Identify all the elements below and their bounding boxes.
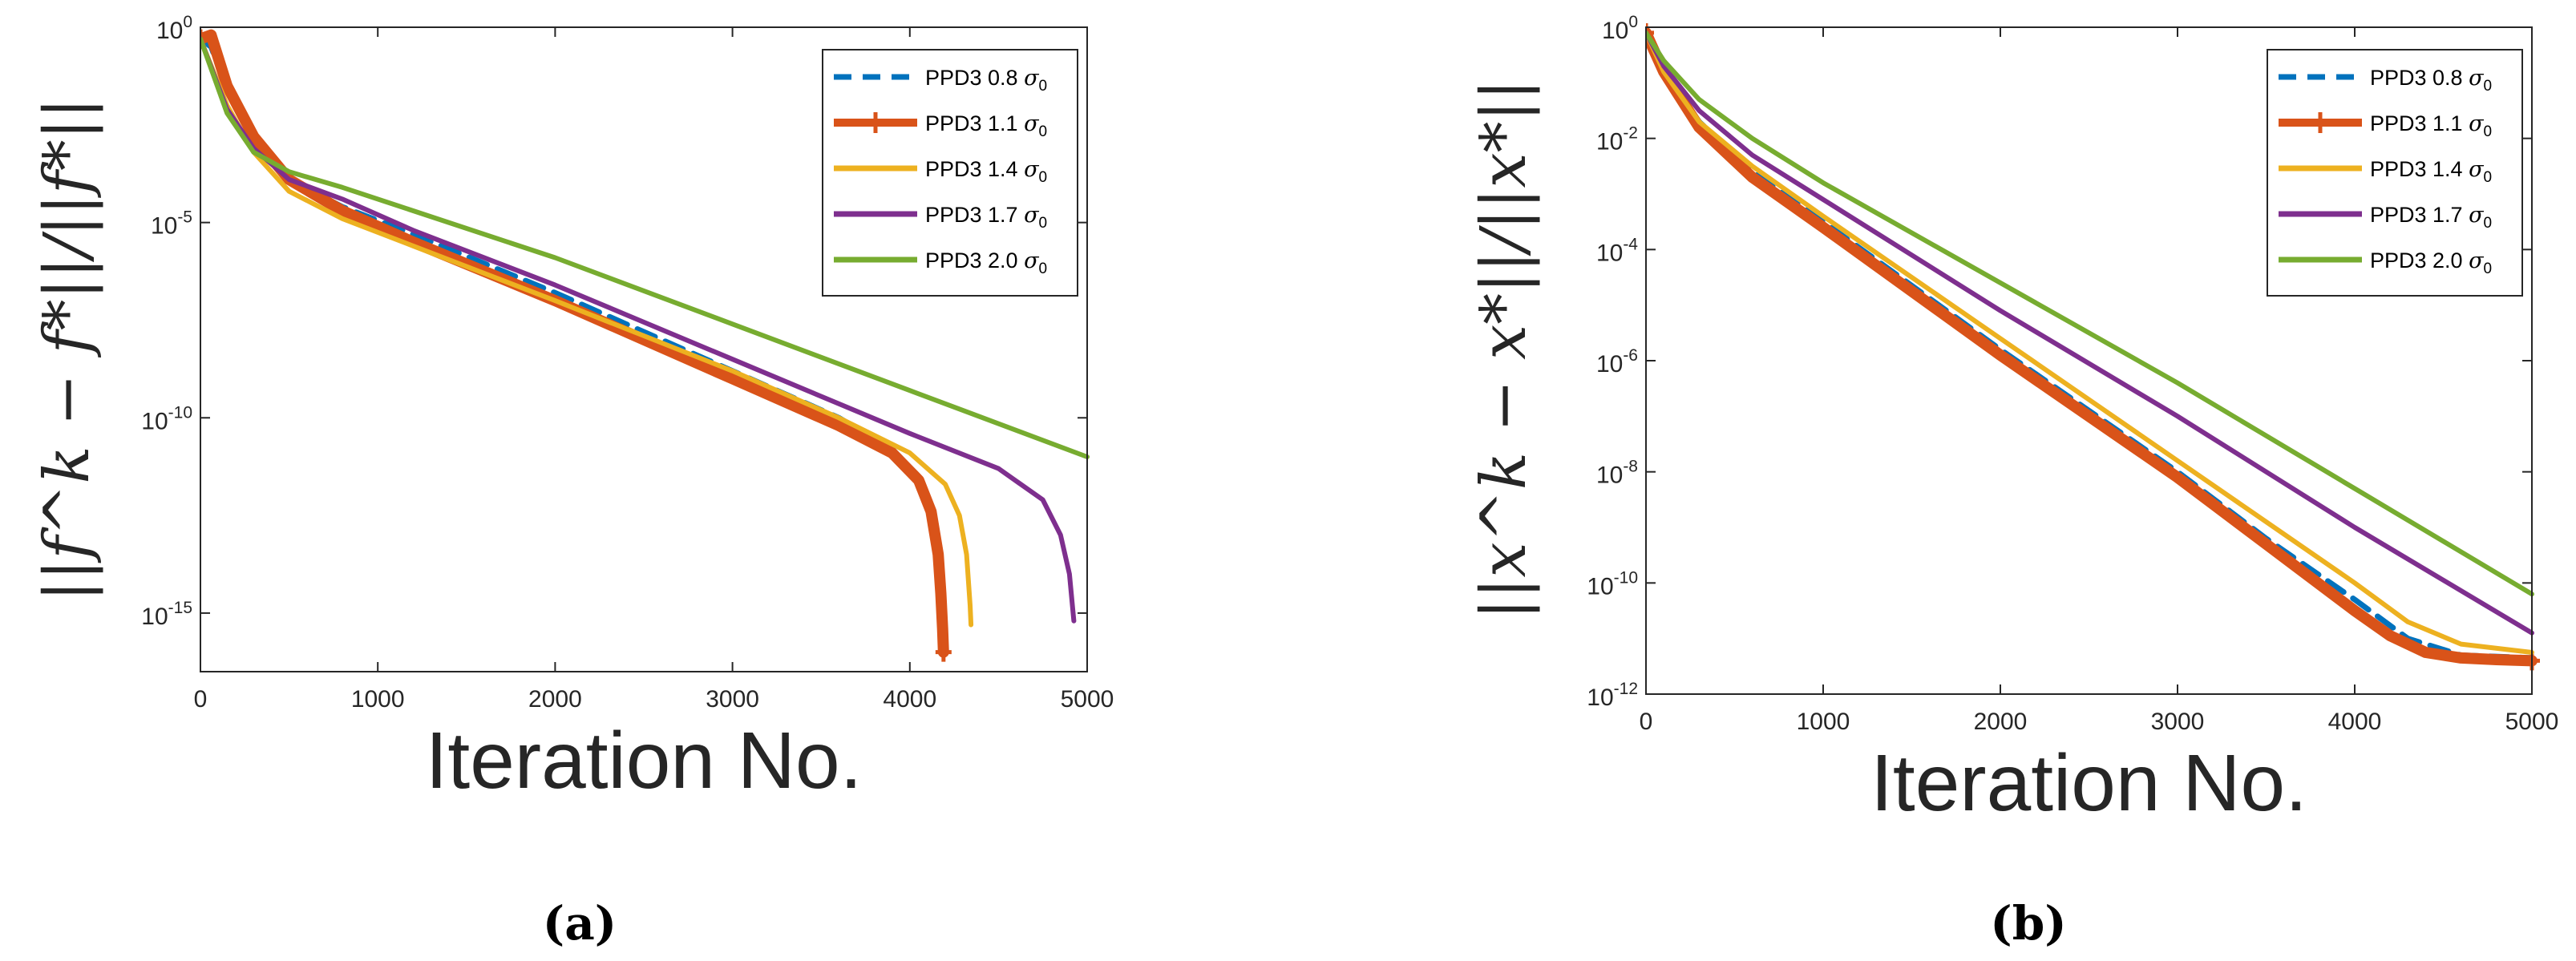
x-tick-label: 2000 [1974,709,2028,735]
y-tick-label: 10-15 [141,599,192,630]
chart-panel-a: 0 1000 2000 3000 4000 5000 100 10-5 10-10 10-15 It… [31,13,1114,951]
series-line [1646,30,2534,636]
y-axis-label: ||f^k − f*||/||f*|| [31,98,103,602]
y-tick-label: 10-4 [1596,235,1638,266]
y-tick-label: 10-2 [1596,124,1638,155]
legend-label: PPD3 2.0 σ0 [925,248,1047,277]
legend-box [822,49,1078,297]
chart-panel-b: 0 1000 2000 3000 4000 5000 100 10-2 10-4 10-6 10-8… [1468,13,2558,951]
series-line [1646,30,2534,655]
y-tick-label: 10-8 [1596,458,1638,489]
legend-label: PPD3 0.8 σ0 [925,66,1047,95]
legend-label: PPD3 1.7 σ0 [925,203,1047,232]
x-tick-label: 0 [1640,709,1653,735]
y-tick-label: 100 [1602,13,1638,44]
y-tick-label: 10-10 [1587,568,1638,600]
series-group [200,29,1090,662]
panel-caption: (a) [543,896,617,951]
y-tick-label: 10-6 [1596,346,1638,378]
series-group [1646,22,2540,671]
y-tick-label: 10-12 [1587,680,1638,711]
series-line [1646,30,2534,597]
y-axis-label: ||x^k − x*||/||x*|| [1468,79,1540,620]
legend-box [2267,49,2523,297]
series-line [200,29,949,658]
x-axis-label: Iteration No. [1870,738,2307,828]
legend-label: PPD3 1.4 σ0 [2370,157,2492,186]
y-tick-label: 100 [156,13,192,44]
series-line [200,36,1090,459]
series-line [1646,26,2538,667]
y-tick-label: 10-5 [151,208,192,240]
y-tick-label: 10-10 [141,403,192,434]
x-tick-label: 3000 [706,686,759,713]
x-axis-label: Iteration No. [426,716,863,806]
x-tick-label: 5000 [1061,686,1114,713]
legend-label: PPD3 1.7 σ0 [2370,203,2492,232]
x-tick-label: 0 [194,686,208,713]
axes-box [200,26,1088,672]
panel-caption: (b) [1990,896,2066,951]
legend-label: PPD3 1.1 σ0 [2370,111,2492,140]
x-tick-label: 1000 [351,686,405,713]
legend-label: PPD3 2.0 σ0 [2370,248,2492,277]
x-tick-label: 5000 [2505,709,2559,735]
x-tick-label: 4000 [883,686,936,713]
x-tick-label: 4000 [2328,709,2382,735]
legend-label: PPD3 0.8 σ0 [2370,66,2492,95]
legend-label: PPD3 1.4 σ0 [925,157,1047,186]
legend-label: PPD3 1.1 σ0 [925,111,1047,140]
series-line [200,36,974,628]
x-tick-label: 2000 [528,686,582,713]
x-tick-label: 1000 [1797,709,1850,735]
x-tick-label: 3000 [2151,709,2205,735]
